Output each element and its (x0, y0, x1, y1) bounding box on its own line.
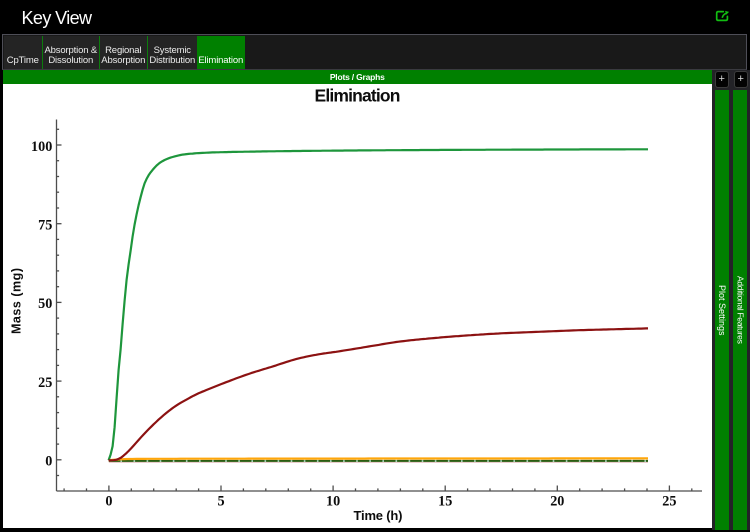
svg-text:100: 100 (31, 139, 52, 155)
svg-text:10: 10 (326, 494, 340, 510)
svg-text:20: 20 (550, 494, 564, 510)
svg-text:25: 25 (662, 494, 676, 510)
svg-text:0: 0 (105, 494, 112, 510)
svg-text:0: 0 (45, 454, 52, 470)
svg-text:25: 25 (38, 375, 52, 391)
svg-text:Elimination: Elimination (315, 86, 401, 106)
svg-text:15: 15 (438, 494, 452, 510)
svg-text:Mass (mg): Mass (mg) (10, 268, 24, 334)
svg-text:50: 50 (38, 296, 52, 312)
svg-text:Time (h): Time (h) (354, 508, 403, 523)
svg-text:5: 5 (217, 494, 224, 510)
svg-text:75: 75 (38, 218, 52, 234)
